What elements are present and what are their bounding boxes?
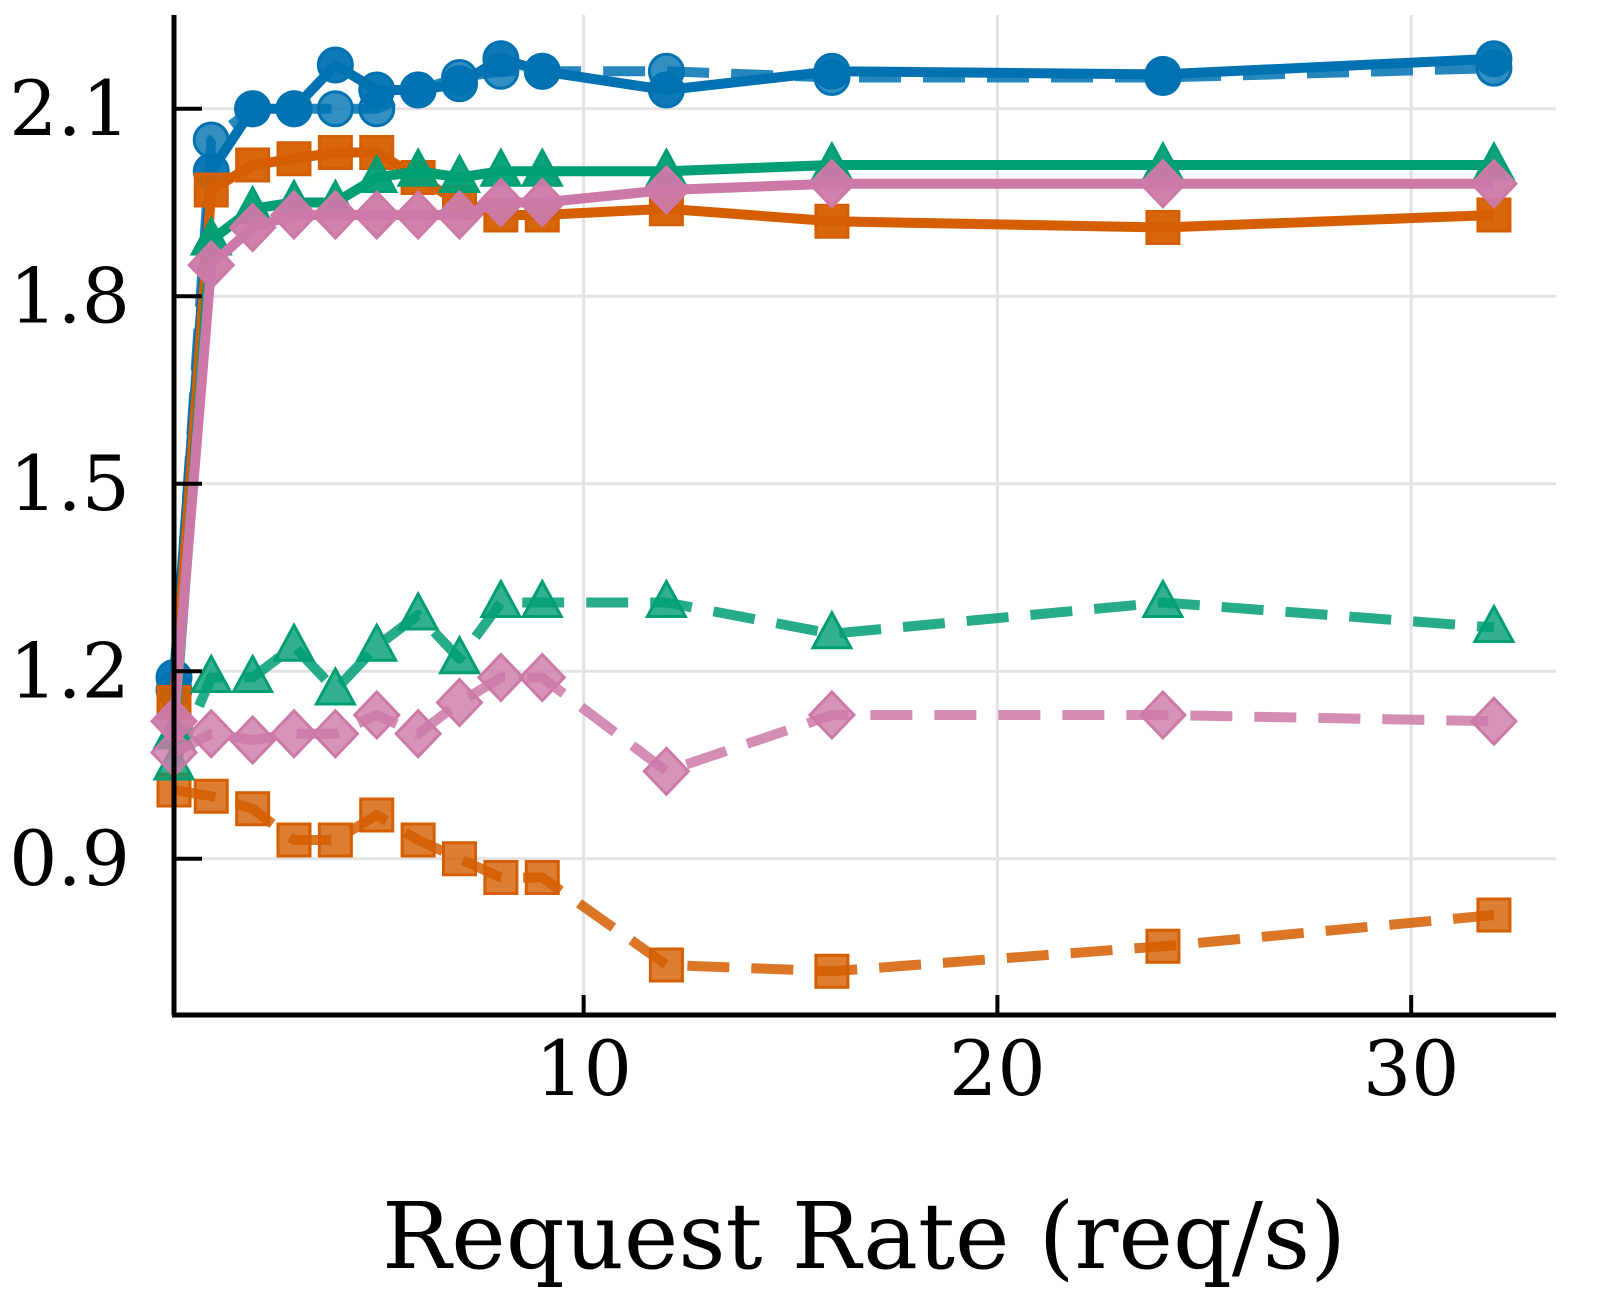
series-7-point-13: [1469, 696, 1519, 747]
series-6-point-1: [187, 239, 236, 291]
series-3-point-13: [1476, 897, 1512, 933]
series-2-point-3: [276, 141, 312, 177]
series-6-point-7: [435, 189, 484, 241]
series-6-point-4: [311, 189, 360, 241]
series-5-point-5: [355, 622, 399, 662]
series-7-point-5: [352, 689, 401, 741]
series-6-point-11: [807, 158, 856, 209]
y-tick-label-1: 1.2: [9, 626, 130, 715]
series-3-point-2: [235, 791, 271, 827]
series-3-point-10: [648, 947, 684, 983]
series-6-point-6: [394, 189, 443, 241]
series-5-point-8: [479, 578, 523, 618]
series-3-point-6: [400, 822, 436, 858]
series-1-point-9: [523, 52, 561, 90]
series-7-point-6: [394, 708, 443, 759]
series-3-point-4: [317, 822, 353, 858]
series-6-point-2: [228, 202, 277, 253]
series-1-point-1: [192, 121, 230, 159]
series-3-point-5: [359, 797, 395, 833]
series-1-point-10: [647, 52, 685, 90]
series-7-point-10: [642, 746, 691, 797]
series-5-point-13: [1472, 603, 1516, 643]
series-1-point-8: [482, 52, 520, 90]
series-3-point-11: [814, 953, 850, 989]
series-3-point-9: [524, 860, 560, 895]
series-5: [152, 578, 1516, 781]
axes-layer: 10 20 30 0.9 1.2 1.5 1.8 2.1: [9, 15, 1556, 1113]
series-6-point-12: [1138, 158, 1187, 209]
y-tick-label-2: 1.5: [9, 439, 130, 528]
series-1-point-11: [813, 59, 851, 96]
series-5-point-7: [437, 634, 482, 675]
series-3-point-1: [193, 778, 229, 814]
series-5-point-3: [272, 622, 316, 662]
series-1-point-2: [234, 90, 272, 128]
series-7-point-4: [311, 708, 360, 759]
series-7-point-11: [807, 689, 856, 741]
series-1-point-13: [1475, 49, 1513, 87]
series-5-point-2: [231, 653, 275, 693]
series-3-point-8: [483, 860, 519, 895]
series-7-point-9: [518, 652, 567, 703]
series-7-point-7: [435, 677, 484, 728]
series-1: [155, 49, 1513, 709]
x-axis-title: Request Rate (req/s): [382, 1183, 1346, 1290]
series-1-point-3: [275, 90, 313, 128]
series-6-point-9: [518, 177, 567, 228]
series-3-point-3: [276, 822, 312, 858]
series-2-point-2: [235, 147, 271, 183]
series-7-point-8: [476, 652, 525, 703]
series-5-point-6: [396, 590, 440, 631]
series-3-point-12: [1145, 928, 1181, 964]
series-7-point-12: [1138, 689, 1187, 741]
series-3-point-7: [442, 841, 478, 877]
series-1-point-12: [1144, 59, 1182, 96]
series-6-point-3: [269, 189, 319, 241]
series-7: [149, 652, 1519, 797]
series-6-point-13: [1469, 158, 1519, 209]
x-tick-label-1: 20: [949, 1024, 1046, 1113]
series-6-point-5: [352, 189, 401, 241]
series-layer: [149, 40, 1519, 989]
series-2-point-4: [317, 135, 353, 170]
series-3: [156, 772, 1512, 989]
series-4-point-6: [396, 147, 440, 187]
series-6: [149, 158, 1519, 747]
series-5-point-10: [644, 578, 688, 618]
x-tick-label-2: 30: [1363, 1024, 1460, 1113]
y-tick-label-0: 0.9: [9, 814, 130, 903]
series-6-point-10: [642, 164, 691, 216]
series-1-point-4: [316, 90, 354, 128]
series-1-point-5: [358, 90, 396, 128]
series-6-point-8: [476, 177, 525, 228]
series-1-point-6: [399, 71, 437, 109]
series-2-point-11: [814, 203, 850, 239]
series-7-point-3: [269, 708, 319, 759]
series-0-point-4: [316, 46, 354, 84]
series-7-point-1: [187, 708, 236, 759]
series-5-point-4: [313, 665, 357, 706]
y-tick-label-3: 1.8: [9, 251, 130, 340]
series-2-point-12: [1145, 210, 1181, 245]
series-5-point-12: [1141, 578, 1185, 618]
y-tick-label-4: 2.1: [9, 64, 130, 153]
x-tick-label-0: 10: [535, 1024, 632, 1113]
series-5-point-9: [520, 578, 564, 618]
series-1-point-7: [441, 59, 479, 96]
series-5-point-11: [810, 609, 854, 650]
series-7-point-2: [228, 714, 277, 766]
series-2-point-1: [193, 172, 229, 208]
series-5-point-1: [189, 653, 233, 693]
